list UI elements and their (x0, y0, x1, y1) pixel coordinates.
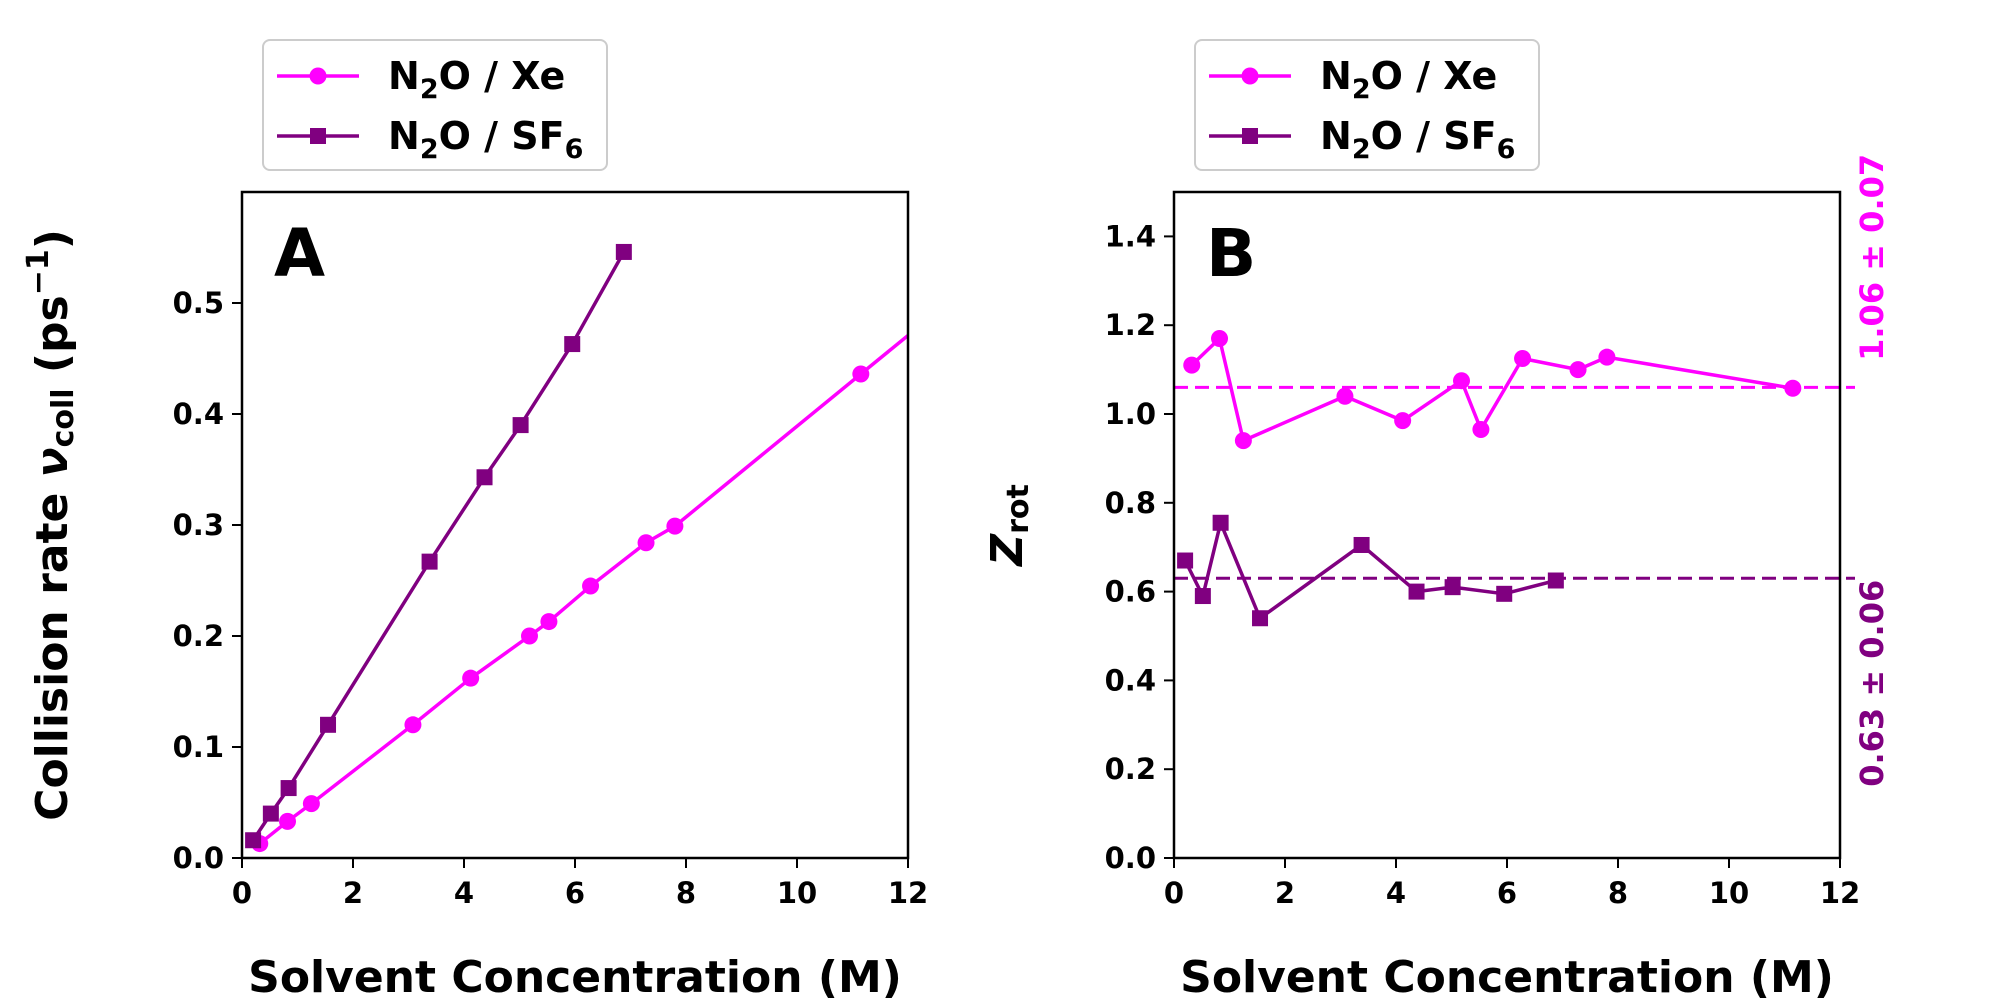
data-point-n2o-sf6 (1194, 588, 1211, 605)
x-axis-title: Solvent Concentration (M) (1180, 952, 1834, 1000)
data-point-n2o-sf6 (1212, 514, 1229, 531)
y-tick-label: 0.3 (173, 508, 224, 542)
data-point-n2o-sf6 (1177, 552, 1194, 569)
data-point-n2o-xe (1569, 361, 1587, 379)
x-axis-title: Solvent Concentration (M) (248, 952, 902, 1000)
data-point-n2o-xe (666, 517, 684, 535)
legend-marker-n2o-xe (1241, 67, 1259, 85)
legend-label-n2o-sf6: N2O / SF6 (1320, 114, 1515, 165)
data-point-n2o-sf6 (512, 417, 529, 434)
data-point-n2o-xe (462, 669, 480, 687)
data-point-n2o-sf6 (1252, 610, 1269, 627)
data-point-n2o-sf6 (421, 553, 438, 570)
x-tick-label: 10 (777, 876, 817, 910)
data-point-n2o-xe (1514, 350, 1532, 367)
x-tick-label: 8 (1608, 876, 1628, 910)
legend-marker-n2o-sf6 (310, 128, 326, 144)
data-point-n2o-xe (1183, 356, 1201, 374)
legend-label-n2o-xe: N2O / Xe (388, 54, 565, 105)
data-point-n2o-xe (279, 812, 297, 830)
legend-marker-n2o-sf6 (1242, 128, 1258, 144)
data-point-n2o-sf6 (1353, 536, 1370, 553)
panel-a: 0 2 4 6 8 10 12 0.0 0.1 0.2 0.3 0.4 0.5 A Solvent Conc… (21, 39, 928, 1000)
y-tick-label: 1.4 (1105, 219, 1156, 253)
data-point-n2o-xe (1234, 432, 1252, 450)
data-point-n2o-xe (540, 613, 558, 631)
x-tick-label: 12 (888, 876, 928, 910)
data-point-n2o-xe (1784, 379, 1802, 397)
legend: N2O / Xe N2O / SF6 (1194, 39, 1540, 171)
reference-value-label: 0.63 ± 0.06 (1853, 580, 1891, 787)
plot-frame (240, 190, 910, 860)
panel-b: 0 2 4 6 8 10 12 0.0 0.2 0.4 0.6 0.8 1.0 1.2 1.4 1.06 ± … (982, 39, 1891, 1000)
data-point-n2o-sf6 (280, 780, 297, 797)
data-point-n2o-sf6 (245, 832, 262, 849)
legend-marker-n2o-xe (309, 67, 327, 85)
legend: N2O / Xe N2O / SF6 (262, 39, 608, 171)
data-point-n2o-sf6 (476, 469, 493, 486)
reference-value-label: 1.06 ± 0.07 (1853, 154, 1891, 361)
x-tick-label: 12 (1820, 876, 1860, 910)
data-point-n2o-xe (852, 365, 870, 383)
x-tick-label: 6 (1497, 876, 1517, 910)
x-tick-label: 8 (676, 876, 696, 910)
y-tick-label: 0.5 (173, 286, 224, 320)
data-point-n2o-xe (582, 577, 600, 595)
x-tick-label: 2 (1275, 876, 1295, 910)
data-point-n2o-sf6 (1444, 579, 1461, 596)
data-point-n2o-sf6 (564, 336, 581, 353)
data-point-n2o-xe (1336, 387, 1354, 405)
y-tick-label: 0.2 (1105, 752, 1156, 786)
y-tick-label: 0.1 (173, 730, 224, 764)
x-tick-label: 6 (565, 876, 585, 910)
data-point-n2o-sf6 (615, 243, 632, 260)
x-tick-label: 0 (1164, 876, 1184, 910)
x-tick-label: 4 (454, 876, 474, 910)
y-axis-title: Zrot (982, 484, 1036, 568)
data-point-n2o-xe (404, 716, 422, 734)
legend-label-n2o-sf6: N2O / SF6 (388, 114, 583, 165)
x-tick-label: 4 (1386, 876, 1406, 910)
data-point-n2o-xe (1394, 412, 1412, 430)
data-point-n2o-xe (1598, 348, 1616, 366)
data-point-n2o-sf6 (262, 805, 279, 822)
data-point-n2o-xe (1211, 330, 1229, 348)
y-tick-label: 0.0 (173, 841, 224, 875)
data-point-n2o-sf6 (1496, 585, 1513, 602)
series-line-n2o-xe (1190, 336, 1794, 443)
x-tick-label: 0 (232, 876, 252, 910)
y-tick-label: 0.8 (1105, 486, 1156, 520)
x-tick-label: 10 (1709, 876, 1749, 910)
y-tick-label: 0.6 (1105, 575, 1156, 609)
y-axis-title: Collision rate νcoll (ps−1) (21, 229, 81, 821)
plot-frame (1172, 190, 1842, 860)
data-point-n2o-xe (1472, 421, 1490, 439)
x-tick-label: 2 (343, 876, 363, 910)
series-line-n2o-sf6 (1183, 521, 1557, 620)
y-tick-label: 1.0 (1105, 397, 1156, 431)
data-point-n2o-xe (302, 795, 320, 813)
y-tick-label: 1.2 (1105, 308, 1156, 342)
y-tick-label: 0.4 (1105, 663, 1156, 697)
panel-label: A (274, 215, 325, 292)
data-point-n2o-sf6 (1547, 572, 1564, 589)
panel-label: B (1206, 215, 1256, 292)
data-point-n2o-xe (637, 534, 655, 552)
legend-label-n2o-xe: N2O / Xe (1320, 54, 1497, 105)
data-point-n2o-sf6 (320, 716, 337, 733)
data-point-n2o-xe (1452, 372, 1470, 390)
data-point-n2o-xe (520, 627, 538, 645)
y-tick-label: 0.2 (173, 619, 224, 653)
data-point-n2o-sf6 (1408, 583, 1425, 600)
y-tick-label: 0.0 (1105, 841, 1156, 875)
y-tick-label: 0.4 (173, 397, 224, 431)
